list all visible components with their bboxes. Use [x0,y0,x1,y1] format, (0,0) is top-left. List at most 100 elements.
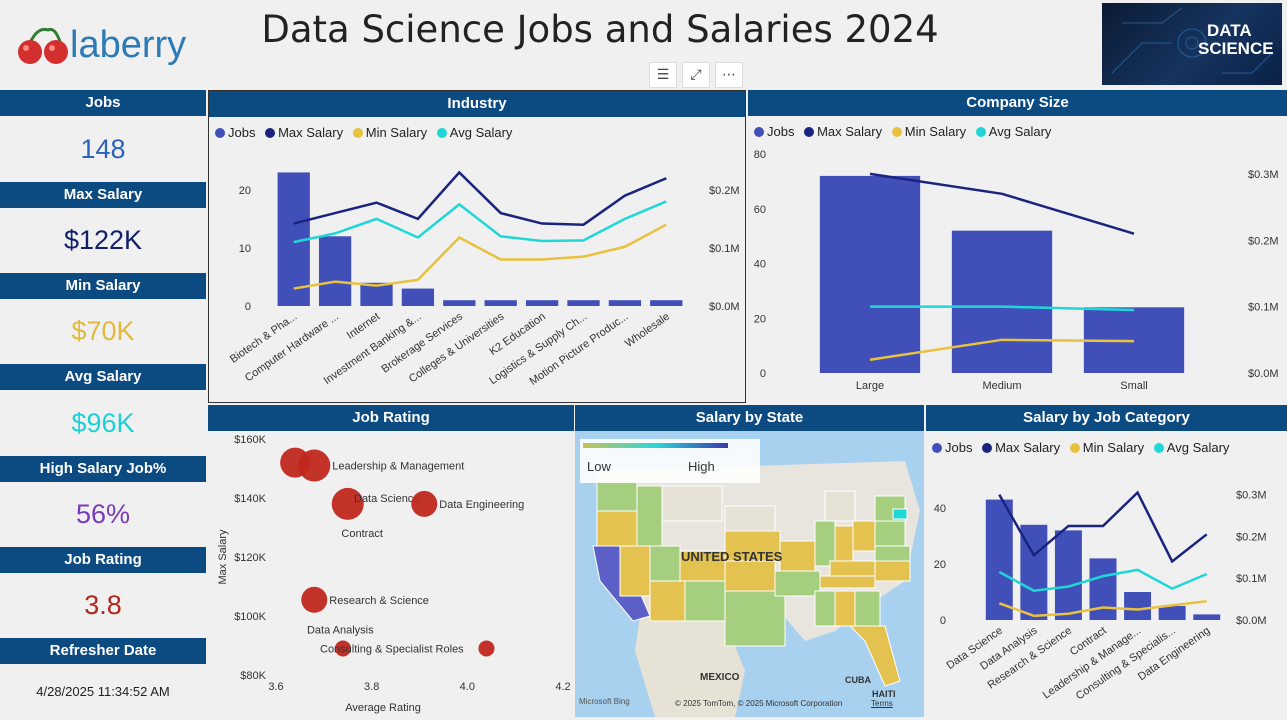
map-legend: Low High [580,439,760,483]
focus-mode-button[interactable]: ⤢ [682,62,710,88]
industry-panel[interactable]: Industry Jobs Max Salary Min Salary Avg … [208,90,746,403]
legend-min: Min Salary [904,124,967,139]
x-tick-label: Internet [345,311,382,342]
bubble-point [334,640,351,657]
x-tick-label: Large [856,380,884,392]
map-terms-link[interactable]: Terms [871,699,893,708]
state-tn[interactable] [819,575,876,589]
legend-max: Max Salary [995,440,1061,455]
x-tick-label: Biotech & Pha... [228,311,300,366]
bar-jobs [951,230,1053,373]
bar-jobs [360,282,393,306]
bubble-label: Data Analysis [307,624,374,636]
bar-jobs [443,300,476,306]
state-tx[interactable] [724,590,786,647]
map-cuba-label: CUBA [845,675,871,685]
state-al[interactable] [834,590,856,627]
company-size-panel[interactable]: Company Size Jobs Max Salary Min Salary … [748,90,1287,403]
map-legend-high: High [688,459,715,474]
bar-jobs [819,175,921,373]
x-tick-label: Medium [982,380,1021,392]
y2-tick-label: $0.0M [709,301,740,313]
state-va[interactable] [874,545,911,562]
state-nm[interactable] [684,580,726,622]
state-nv[interactable] [619,545,651,597]
legend-jobs: Jobs [945,440,973,455]
map-panel[interactable]: Salary by State [575,405,924,717]
y2-tick-label: $0.2M [1236,531,1267,543]
state-pa[interactable] [874,520,906,547]
y2-tick-label: $0.1M [709,243,740,255]
kpi-min-salary-label: Min Salary [0,273,206,299]
line-avg-salary [293,200,667,244]
industry-legend: Jobs Max Salary Min Salary Avg Salary [215,125,518,140]
state-ks[interactable] [724,560,776,592]
y2-tick-label: $0.3M [1236,490,1267,502]
y-axis-title: Max Salary [217,529,229,585]
job-category-panel[interactable]: Salary by Job Category Jobs Max Salary M… [926,405,1287,717]
bar-jobs [567,300,600,306]
state-sd[interactable] [724,505,776,532]
kpi-jobs-label: Jobs [0,90,206,116]
kpi-job-rating-value: 3.8 [84,590,122,620]
job-rating-panel[interactable]: Job Rating $80K $100K $120K $140K $160K 3.6 3.… [208,405,574,717]
x-tick-label: Wholesale [623,311,672,350]
state-co[interactable] [679,550,726,582]
state-mi[interactable] [824,490,856,522]
kpi-high-salary-label: High Salary Job% [0,456,206,482]
map-bing-logo: Microsoft Bing [579,697,630,706]
y-tick-label: 20 [754,313,766,325]
state-mo[interactable] [779,540,816,572]
state-ky[interactable] [829,560,876,577]
bar-jobs [1054,530,1082,620]
line-max-salary [293,170,667,226]
kpi-min-salary-value: $70K [71,316,135,346]
state-nc[interactable] [874,560,911,582]
state-id[interactable] [636,485,663,547]
bubble-point [478,640,495,657]
line-avg-salary [998,568,1208,593]
state-il[interactable] [814,520,836,567]
y-tick-label: $160K [234,434,266,446]
bar-jobs [1158,606,1186,620]
line-min-salary [998,599,1207,618]
state-az[interactable] [649,580,686,622]
state-fl[interactable] [848,625,901,687]
legend-max: Max Salary [278,125,344,140]
x-tick-label: 3.6 [268,681,283,693]
state-wa[interactable] [596,480,638,512]
job-rating-chart[interactable]: $80K $100K $120K $140K $160K 3.6 3.8 4.0 4.2 Aver… [208,431,574,717]
state-ms[interactable] [814,590,836,627]
map-legend-low: Low [587,459,611,474]
state-ok[interactable] [774,570,821,597]
line-min-salary [293,223,667,290]
state-ut[interactable] [649,545,681,582]
state-in[interactable] [834,525,854,562]
bubble-point [280,447,311,478]
cherry-logo-icon [18,27,68,64]
state-ma[interactable] [892,508,908,520]
filter-button[interactable]: ☰ [649,62,677,88]
bar-jobs [1193,614,1221,620]
logo: laberry [14,22,214,72]
bubble-label: Contract [341,528,383,540]
x-tick-label: 4.2 [555,681,570,693]
state-mt[interactable] [661,485,723,522]
legend-min: Min Salary [365,125,428,140]
state-ga[interactable] [854,590,881,627]
visual-toolbar: ☰ ⤢ ⋯ [649,62,743,88]
legend-jobs: Jobs [767,124,795,139]
more-options-button[interactable]: ⋯ [715,62,743,88]
bar-jobs [525,300,559,306]
state-or[interactable] [596,510,638,547]
y2-tick-label: $0.2M [709,185,740,197]
state-oh[interactable] [852,520,876,552]
y-tick-label: $100K [234,611,266,623]
bar-jobs [318,236,352,306]
bubble-point [411,490,438,517]
kpi-job-rating-label: Job Rating [0,547,206,573]
company-size-chart[interactable]: 0 20 40 60 80 $0.0M $0.1M $0.2M $0.3M Large Medium… [748,142,1287,402]
map-attribution: © 2025 TomTom, © 2025 Microsoft Corporat… [675,699,843,708]
